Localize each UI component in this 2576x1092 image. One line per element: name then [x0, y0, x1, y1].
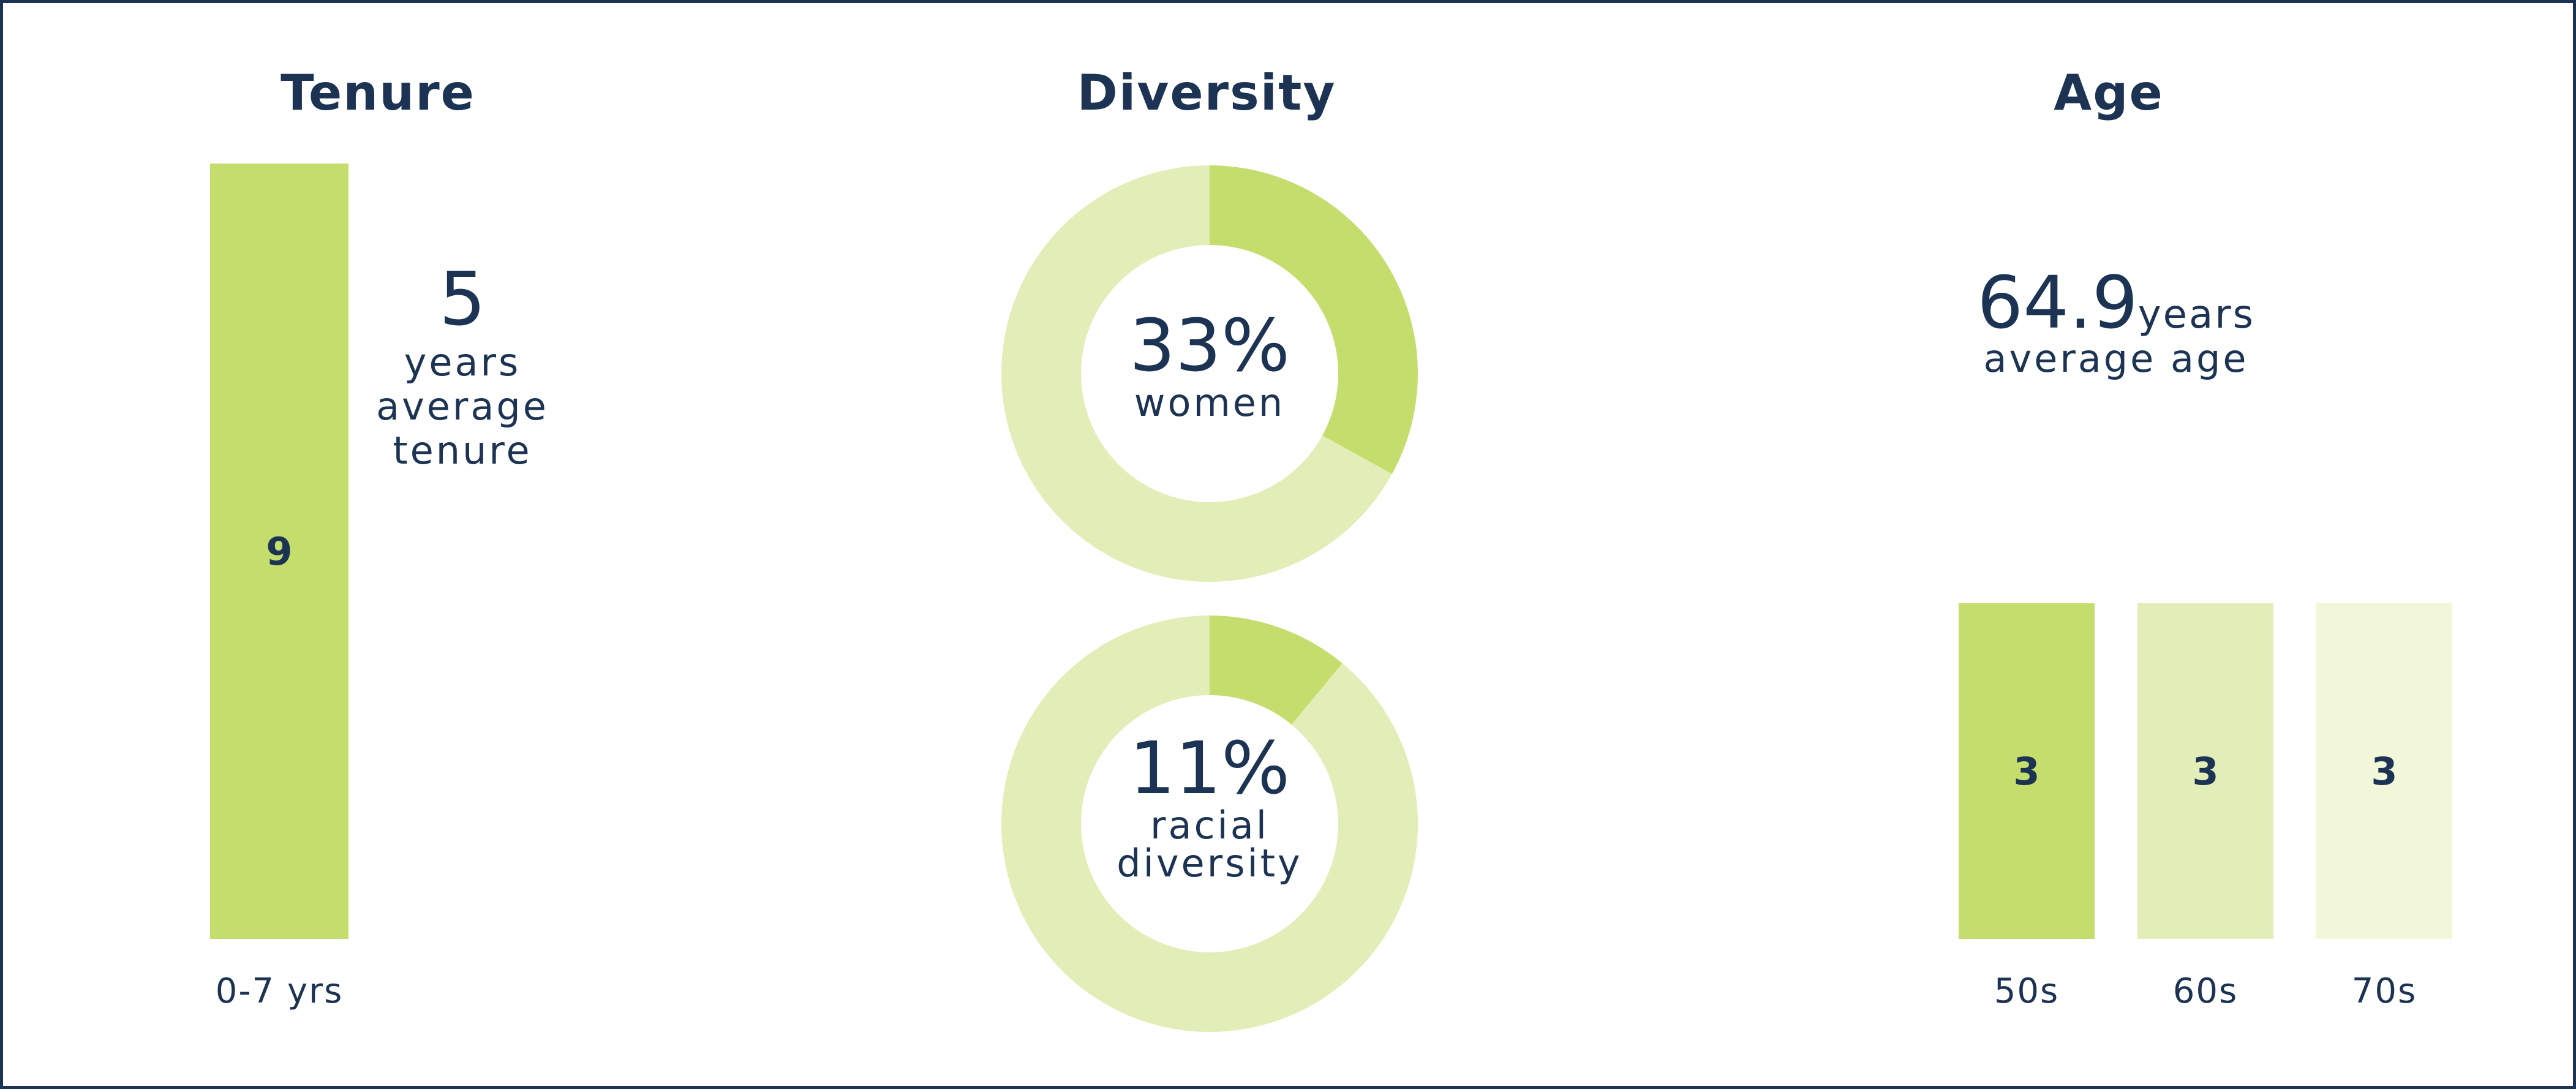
tenure-bar-chart: 9 0-7 yrs	[210, 164, 348, 1011]
age-bar-chart: 3 50s 3 60s 3 70s	[1959, 603, 2452, 1011]
women-stat-label: women	[1134, 380, 1286, 425]
age-category-label: 70s	[2352, 971, 2417, 1011]
women-donut-chart	[1001, 165, 1418, 582]
women-stat: 33% women	[1087, 309, 1332, 422]
women-donut-slice-1	[1001, 165, 1392, 582]
tenure-title: Tenure	[281, 64, 475, 121]
racial-stat: 11% racial diversity	[1087, 732, 1332, 883]
racial-diversity-donut-chart	[1001, 616, 1418, 1032]
tenure-bar	[210, 164, 348, 939]
age-stat-unit: years	[2137, 292, 2255, 337]
women-donut-slice-0	[1210, 165, 1418, 474]
racial-donut-slice-0	[1210, 616, 1343, 725]
age-bar-60s	[2137, 603, 2273, 939]
racial-donut-slice-1	[1001, 616, 1418, 1032]
tenure-stat-line2: average	[376, 384, 549, 429]
racial-stat-value: 11%	[1129, 726, 1290, 810]
age-stat-row: 64.9years	[1871, 266, 2361, 339]
age-bar-value-label: 3	[2371, 749, 2397, 794]
age-stat-value: 64.9	[1977, 260, 2138, 345]
age-stat: 64.9years average age	[1871, 266, 2361, 378]
women-stat-value: 33%	[1129, 303, 1290, 388]
racial-stat-label2: diversity	[1117, 841, 1303, 886]
tenure-stat-line1: years	[404, 340, 521, 385]
age-category-label: 60s	[2173, 971, 2238, 1011]
age-stat-label: average age	[1983, 336, 2249, 381]
racial-stat-label1: racial	[1150, 803, 1269, 848]
tenure-bar-value-label: 9	[266, 529, 292, 574]
age-bar-50s	[1959, 603, 2095, 939]
age-bar-70s	[2316, 603, 2452, 939]
tenure-stat-value: 5	[439, 257, 486, 342]
tenure-category-label: 0-7 yrs	[216, 971, 344, 1011]
age-title: Age	[2054, 64, 2164, 121]
age-category-label: 50s	[1994, 971, 2059, 1011]
age-bar-value-label: 3	[2013, 749, 2039, 794]
diversity-title: Diversity	[1077, 64, 1336, 121]
tenure-stat: 5 years average tenure	[340, 263, 585, 473]
tenure-stat-line3: tenure	[393, 428, 532, 473]
age-bar-value-label: 3	[2192, 749, 2218, 794]
